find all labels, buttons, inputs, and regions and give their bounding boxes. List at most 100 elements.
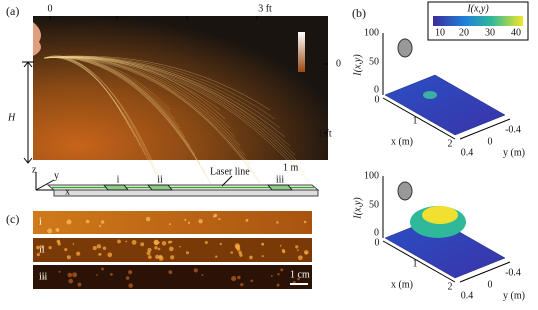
droplet: [249, 255, 253, 260]
streak: [43, 56, 241, 147]
x-tick: 1: [413, 115, 418, 126]
droplet: [98, 252, 101, 256]
streak: [43, 57, 151, 165]
colorbar-tick: 10: [435, 27, 445, 38]
droplet: [230, 251, 234, 254]
streak: [43, 57, 211, 183]
z-tick: 0: [374, 227, 379, 238]
y-tick: -0.4: [505, 124, 521, 135]
droplet: [231, 276, 237, 282]
streak: [43, 56, 156, 174]
droplet: [131, 240, 137, 245]
streak: [43, 56, 266, 192]
right-tick: 1 ft: [318, 128, 332, 139]
droplet: [47, 228, 53, 234]
droplet: [298, 255, 303, 261]
streak: [43, 55, 126, 120]
droplet: [102, 246, 107, 250]
streak: [43, 56, 281, 129]
droplet: [250, 279, 254, 283]
droplet: [279, 244, 282, 247]
y-tick: 0.4: [461, 290, 474, 301]
droplet: [157, 247, 161, 251]
streak: [43, 56, 296, 156]
z-tick: 50: [369, 199, 379, 210]
droplet: [153, 239, 159, 245]
streak: [43, 56, 306, 174]
streak: [43, 56, 171, 111]
top-tick: 0: [48, 3, 53, 14]
surface-base: [384, 74, 506, 136]
droplet: [184, 218, 187, 222]
droplet: [297, 249, 299, 252]
streak: [43, 56, 161, 183]
axis-x: x: [65, 186, 70, 197]
droplet: [276, 221, 279, 224]
droplet: [48, 246, 52, 250]
x-tick: 0: [375, 94, 380, 105]
mouth: [33, 22, 41, 56]
windows: [102, 184, 294, 191]
colorbar-tick: 20: [459, 27, 469, 38]
panel-label: (b): [352, 6, 366, 20]
droplet: [76, 251, 81, 256]
y-tick: 0: [488, 279, 493, 290]
x-tick: 0: [375, 237, 380, 248]
streak: [43, 56, 166, 192]
streak: [43, 56, 191, 147]
colorbar-title: I(x,y): [466, 3, 489, 14]
droplet: [117, 239, 121, 244]
streaks: [43, 55, 316, 192]
droplet: [147, 247, 152, 253]
z-label: I(x,y): [352, 197, 363, 220]
streak: [43, 55, 231, 129]
streak: [43, 56, 246, 156]
droplet: [193, 268, 198, 273]
streak: [43, 57, 256, 174]
droplet: [277, 272, 280, 276]
droplet: [66, 255, 71, 260]
droplet: [57, 242, 61, 246]
axis-z: z: [32, 164, 37, 175]
streak: [43, 56, 236, 138]
streak: [43, 56, 201, 165]
row-label: iii: [39, 271, 48, 282]
droplet: [303, 220, 307, 224]
row-label: i: [39, 216, 42, 227]
droplet: [240, 283, 244, 287]
droplet: [41, 245, 45, 249]
droplet: [77, 282, 82, 287]
station-label: iii: [276, 174, 285, 185]
streak: [43, 56, 301, 165]
height-arrow: [22, 61, 34, 164]
streak: [43, 55, 271, 111]
droplet: [140, 242, 145, 247]
droplet: [236, 247, 241, 252]
x-label: x (m): [391, 279, 413, 290]
station-label: i: [117, 174, 120, 185]
droplet: [237, 275, 241, 280]
streak: [43, 57, 291, 147]
droplet: [167, 240, 171, 244]
droplet: [270, 274, 273, 277]
streak: [43, 56, 176, 120]
streak: [43, 56, 196, 156]
streak: [43, 56, 276, 120]
y-axis: [459, 261, 511, 283]
colorbar-tick: 40: [511, 27, 521, 38]
streak: [43, 57, 186, 138]
droplet: [187, 221, 191, 224]
droplet: [168, 270, 173, 275]
laser-pointer: [221, 175, 233, 187]
droplet: [56, 229, 59, 232]
x-axis: [382, 240, 456, 283]
droplet: [155, 254, 160, 259]
height-label: H: [7, 112, 16, 123]
streak: [43, 57, 216, 192]
droplet: [280, 268, 284, 272]
droplet: [36, 245, 40, 250]
droplet: [169, 246, 174, 252]
droplet: [66, 219, 72, 225]
y-label: y (m): [503, 290, 525, 301]
